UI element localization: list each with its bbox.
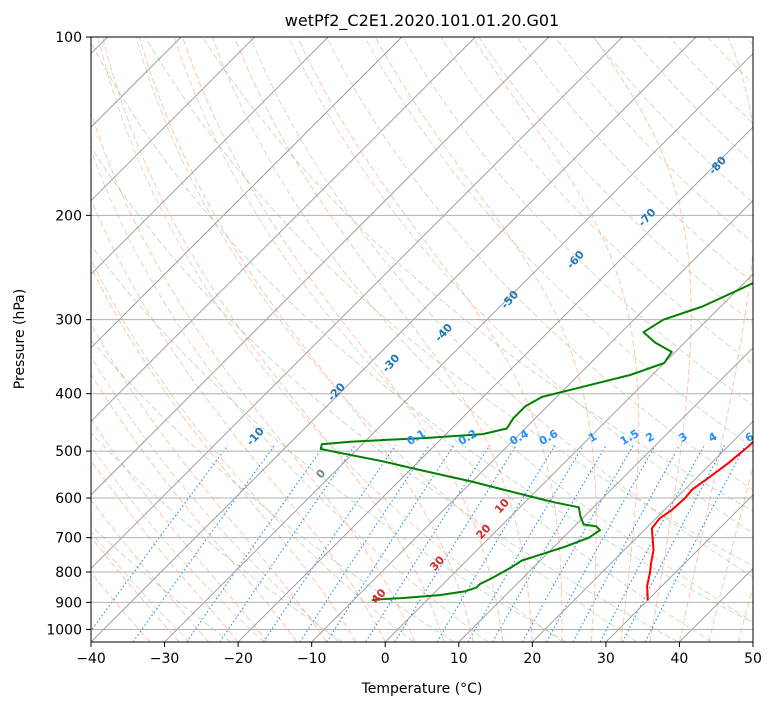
y-tick-label: 300 (55, 313, 82, 329)
dry-adiabat (91, 148, 489, 642)
y-tick-label: 700 (55, 531, 82, 547)
isobar-gridlines (91, 37, 753, 630)
profile-lines (319, 281, 753, 602)
dry-adiabat (554, 37, 753, 244)
dry-adiabat (630, 37, 753, 164)
mixing-ratio-line (326, 445, 455, 642)
y-tick-label: 200 (55, 208, 82, 224)
x-tick-label: 0 (381, 651, 390, 667)
mixing-ratio-line (599, 445, 705, 642)
chart-title: wetPf2_C2E1.2020.101.01.20.G01 (285, 11, 559, 31)
x-tick-label: −20 (223, 651, 253, 667)
x-tick-label: −10 (297, 651, 327, 667)
dry-adiabat (91, 531, 191, 642)
isotherm (605, 494, 753, 642)
isotherms (91, 37, 753, 642)
temperature-line (646, 440, 753, 601)
isotherm (164, 52, 753, 642)
axis-ticks: −40 −30 −20 −10 0 10 20 30 40 50 1000 900 800 700 600 5… (46, 30, 762, 667)
moist-adiabat (678, 37, 753, 642)
x-tick-label: 20 (523, 651, 541, 667)
dry-adiabat (249, 37, 753, 578)
moist-adiabat (593, 37, 692, 642)
saturated-adiabat (201, 37, 753, 512)
y-tick-label: 400 (55, 387, 82, 403)
saturated-adiabat (144, 37, 753, 567)
x-axis-label: Temperature (°C) (361, 681, 483, 697)
saturated-adiabat (91, 146, 679, 642)
y-axis-label: Pressure (hPa) (12, 289, 28, 389)
y-tick-label: 100 (55, 30, 82, 46)
dry-adiabat (287, 37, 753, 534)
moist-adiabats (91, 37, 753, 642)
moist-adiabat (91, 373, 298, 642)
dry-adiabat (135, 37, 638, 642)
moist-adiabat (296, 37, 563, 642)
dry-adiabat (516, 37, 753, 284)
y-tick-label: 1000 (46, 622, 82, 638)
isotherm (458, 347, 753, 642)
mixing-ratio-line (572, 445, 680, 642)
moist-adiabat (138, 37, 474, 642)
mixing-ratio-line (365, 445, 491, 642)
x-tick-label: 50 (744, 651, 762, 667)
isotherm (237, 126, 753, 642)
mixing-ratio-line (492, 445, 607, 642)
x-tick-label: 40 (671, 651, 689, 667)
mixing-ratio-line (522, 445, 634, 642)
y-tick-label: 600 (55, 491, 82, 507)
mixing-ratio-line (644, 445, 746, 642)
isotherm (91, 37, 623, 570)
moist-adiabat (708, 464, 753, 642)
x-tick-label: −30 (150, 651, 180, 667)
dry-adiabat (326, 37, 753, 491)
x-tick-label: −40 (76, 651, 106, 667)
y-tick-label: 800 (55, 565, 82, 581)
isotherm (91, 37, 329, 275)
dry-adiabat (440, 37, 753, 365)
isotherm (531, 420, 753, 642)
isotherm (91, 37, 403, 349)
saturated-adiabat (91, 244, 567, 642)
isotherm (91, 37, 476, 423)
dry-adiabat (211, 37, 753, 623)
mixing-ratio-line (263, 445, 396, 642)
moist-adiabat (91, 536, 180, 642)
moist-adiabat (91, 197, 386, 642)
isotherm (91, 37, 256, 202)
moist-adiabat (374, 37, 597, 642)
moist-adiabat (91, 418, 268, 642)
dewpoint-line (319, 281, 753, 602)
mixing-ratio-label: 6 (743, 430, 756, 445)
isotherm (91, 37, 550, 496)
dry-adiabat (402, 37, 753, 407)
mixing-ratio-line (299, 445, 430, 642)
x-tick-label: 10 (450, 651, 468, 667)
mixing-ratio-line (91, 445, 229, 632)
dry-adiabat (478, 37, 753, 324)
isotherm (384, 273, 753, 642)
dry-adiabat (91, 355, 340, 642)
saturated-adiabat (91, 41, 753, 624)
moist-adiabat (233, 37, 533, 642)
y-tick-label: 500 (55, 444, 82, 460)
isotherm (311, 199, 753, 642)
plot-frame (90, 36, 754, 643)
dry-adiabats (91, 37, 753, 642)
mixing-ratio-line (394, 445, 517, 642)
moist-adiabat (102, 37, 445, 642)
moist-adiabat (182, 37, 504, 642)
x-tick-label: 30 (597, 651, 615, 667)
dry-adiabat (592, 37, 753, 204)
mixing-ratio-line (546, 445, 656, 642)
isotherm (91, 37, 697, 642)
moist-adiabat (91, 111, 416, 642)
y-tick-label: 900 (55, 595, 82, 611)
mixing-ratio-line (132, 445, 275, 642)
dry-adiabat (97, 37, 563, 642)
